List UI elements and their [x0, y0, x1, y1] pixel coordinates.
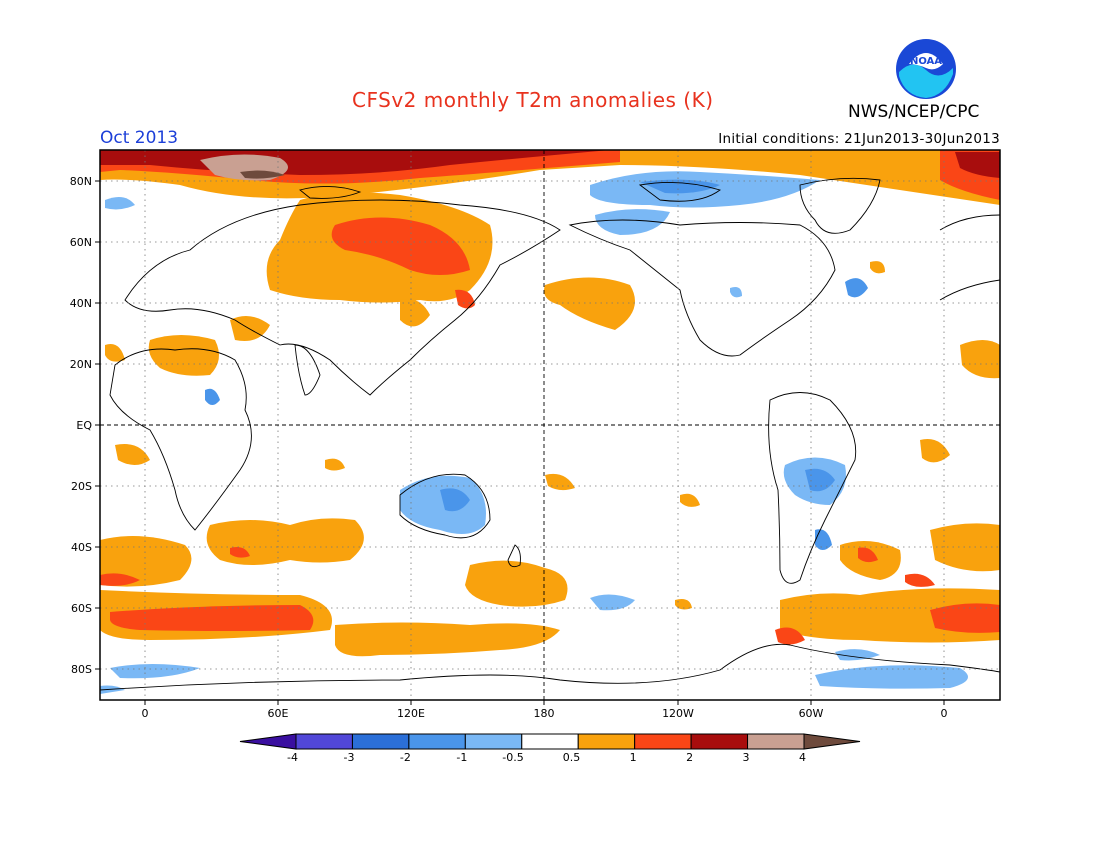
lat-label-80s: 80S: [71, 663, 92, 676]
lon-label-60e: 60E: [268, 707, 289, 720]
colorbar-swatch: [408, 733, 466, 750]
axis-ticks: [95, 180, 945, 705]
colorbar-swatch: [521, 733, 579, 750]
lat-label-20s: 20S: [71, 480, 92, 493]
lat-label-40n: 40N: [70, 297, 92, 310]
colorbar-label: 3: [743, 751, 750, 764]
colorbar-label: 0.5: [563, 751, 581, 764]
lat-label-eq: EQ: [76, 419, 92, 432]
lon-label-0-right: 0: [941, 707, 948, 720]
colorbar-label: -1: [456, 751, 467, 764]
colorbar-label: -4: [287, 751, 298, 764]
map-title: CFSv2 monthly T2m anomalies (K): [352, 88, 714, 112]
colorbar-swatch: [577, 733, 636, 750]
lat-label-60n: 60N: [70, 236, 92, 249]
colorbar-swatch: [464, 733, 523, 750]
colorbar-max-arrow: [803, 733, 861, 750]
lat-label-20n: 20N: [70, 358, 92, 371]
valid-month-label: Oct 2013: [100, 128, 179, 148]
colorbar-min-arrow: [239, 733, 297, 750]
org-label: NWS/NCEP/CPC: [848, 102, 980, 122]
coastlines: [100, 177, 1000, 691]
colorbar: -4 -3 -2 -1 -0.5 0.5 1 2 3 4: [239, 733, 861, 764]
colorbar-label: -0.5: [502, 751, 523, 764]
colorbar-label: 4: [799, 751, 806, 764]
lat-label-80n: 80N: [70, 175, 92, 188]
colorbar-swatch: [634, 733, 692, 750]
lon-label-180: 180: [534, 707, 555, 720]
colorbar-swatch: [690, 733, 749, 750]
init-conditions-label: Initial conditions: 21Jun2013-30Jun2013: [718, 131, 1000, 147]
colorbar-label: -3: [343, 751, 354, 764]
lat-label-40s: 40S: [71, 541, 92, 554]
lon-label-120w: 120W: [662, 707, 694, 720]
lon-label-0-left: 0: [142, 707, 149, 720]
lon-label-120e: 120E: [397, 707, 425, 720]
lon-label-60w: 60W: [799, 707, 824, 720]
colorbar-label: 2: [686, 751, 693, 764]
svg-text:NOAA: NOAA: [910, 56, 942, 67]
lat-labels: 80N 60N 40N 20N EQ 20S 40S 60S 80S: [70, 175, 93, 676]
colorbar-swatch: [351, 733, 410, 750]
lat-label-60s: 60S: [71, 602, 92, 615]
lon-labels: 0 60E 120E 180 120W 60W 0: [142, 707, 948, 720]
colorbar-label: 1: [630, 751, 637, 764]
colorbar-swatch: [747, 733, 805, 750]
colorbar-swatch: [295, 733, 353, 750]
noaa-logo: NOAA: [896, 39, 956, 99]
colorbar-label: -2: [400, 751, 411, 764]
equator-dateline: [100, 150, 1000, 700]
